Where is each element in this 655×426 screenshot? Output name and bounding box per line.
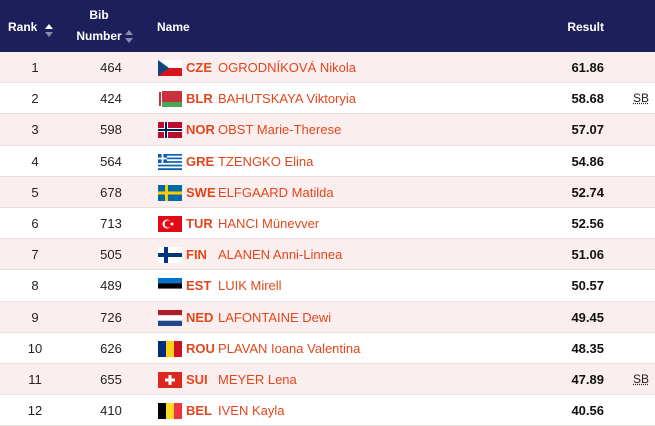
result-row: 4 564 GRE TZENGKO Elina 54.86 bbox=[0, 146, 655, 177]
bib: 598 bbox=[100, 122, 122, 138]
rank-header[interactable]: Rank bbox=[8, 20, 38, 34]
country: TUR bbox=[186, 216, 213, 231]
bib: 424 bbox=[100, 91, 122, 107]
rank: 7 bbox=[31, 247, 39, 263]
result: 52.74 bbox=[571, 184, 604, 200]
bib-header[interactable]: Bib bbox=[89, 8, 109, 22]
rank: 1 bbox=[31, 60, 39, 75]
bib: 626 bbox=[100, 340, 122, 356]
rank: 9 bbox=[31, 309, 39, 325]
name[interactable]: TZENGKO Elina bbox=[218, 153, 314, 169]
name[interactable]: ALANEN Anni-Linnea bbox=[218, 247, 343, 263]
result: 57.07 bbox=[571, 122, 604, 138]
bib: 678 bbox=[100, 184, 122, 200]
flag-icon bbox=[158, 60, 182, 76]
result: 61.86 bbox=[571, 60, 604, 75]
result: 40.56 bbox=[571, 403, 604, 419]
rank: 8 bbox=[31, 278, 39, 294]
country: NED bbox=[186, 309, 214, 325]
result: 51.06 bbox=[571, 247, 604, 263]
rank: 10 bbox=[27, 340, 43, 356]
result: 47.89 bbox=[571, 372, 604, 387]
rank: 3 bbox=[31, 122, 39, 138]
bib: 564 bbox=[100, 153, 122, 169]
country: BLR bbox=[186, 91, 213, 107]
flag-icon bbox=[158, 340, 182, 357]
note: SB bbox=[633, 372, 650, 386]
country: NOR bbox=[186, 122, 215, 138]
result-row: 9 726 NED LAFONTAINE Dewi 49.45 bbox=[0, 301, 655, 333]
note: SB bbox=[633, 91, 650, 106]
name[interactable]: PLAVAN Ioana Valentina bbox=[218, 340, 361, 356]
rank: 5 bbox=[31, 184, 39, 200]
result: 48.35 bbox=[571, 340, 604, 356]
result: 52.56 bbox=[571, 216, 604, 231]
flag-icon bbox=[158, 91, 182, 108]
bib: 726 bbox=[100, 309, 122, 325]
name[interactable]: HANCI Münevver bbox=[218, 216, 320, 231]
result: 49.45 bbox=[571, 309, 604, 325]
result-row: 1 464 CZE OGRODNÍKOVÁ Nikola 61.86 bbox=[0, 52, 655, 84]
flag-icon bbox=[158, 278, 182, 295]
result: 50.57 bbox=[571, 278, 604, 294]
bib: 464 bbox=[100, 60, 122, 75]
bib: 505 bbox=[100, 247, 122, 263]
country: SWE bbox=[186, 184, 216, 200]
bib: 655 bbox=[100, 372, 122, 387]
result-row: 8 489 EST LUIK Mirell 50.57 bbox=[0, 270, 655, 302]
name[interactable]: LUIK Mirell bbox=[218, 278, 282, 294]
name-header: Name bbox=[157, 20, 190, 34]
sort-icon[interactable] bbox=[44, 24, 54, 38]
name[interactable]: MEYER Lena bbox=[218, 372, 297, 387]
flag-icon bbox=[158, 184, 182, 201]
flag-icon bbox=[158, 372, 182, 388]
name[interactable]: ELFGAARD Matilda bbox=[218, 184, 334, 200]
name[interactable]: LAFONTAINE Dewi bbox=[218, 309, 332, 325]
bib: 410 bbox=[100, 403, 122, 419]
country: EST bbox=[186, 278, 212, 294]
rank: 2 bbox=[31, 91, 39, 107]
flag-icon bbox=[158, 122, 182, 139]
result-row: 3 598 NOR OBST Marie-Therese 57.07 bbox=[0, 114, 655, 146]
rank: 6 bbox=[31, 216, 39, 231]
flag-icon bbox=[158, 153, 182, 170]
result-row: 7 505 FIN ALANEN Anni-Linnea 51.06 bbox=[0, 239, 655, 271]
name[interactable]: OBST Marie-Therese bbox=[218, 122, 342, 138]
country: GRE bbox=[186, 153, 215, 169]
flag-icon bbox=[158, 309, 182, 326]
result-header: Result bbox=[567, 20, 604, 34]
country: CZE bbox=[186, 60, 212, 75]
rank: 4 bbox=[31, 153, 39, 169]
flag-icon bbox=[158, 216, 182, 232]
flag-icon bbox=[158, 247, 182, 264]
result-row: 12 410 BEL IVEN Kayla 40.56 bbox=[0, 395, 655, 426]
result-row: 2 424 BLR BAHUTSKAYA Viktoryia 58.68 SB bbox=[0, 83, 655, 115]
result: 58.68 bbox=[571, 91, 604, 107]
name[interactable]: OGRODNÍKOVÁ Nikola bbox=[218, 60, 356, 75]
table-header: Rank Bib Number Name Result bbox=[0, 0, 655, 52]
rank: 11 bbox=[28, 372, 42, 387]
result-row: 11 655 SUI MEYER Lena 47.89 SB bbox=[0, 364, 655, 396]
sort-icon[interactable] bbox=[124, 30, 134, 44]
bib-header[interactable]: Number bbox=[76, 29, 122, 43]
country: SUI bbox=[186, 372, 208, 387]
name[interactable]: IVEN Kayla bbox=[218, 403, 285, 419]
result-row: 6 713 TUR HANCI Münevver 52.56 bbox=[0, 208, 655, 240]
country: FIN bbox=[186, 247, 207, 263]
country: BEL bbox=[186, 403, 212, 419]
country: ROU bbox=[186, 340, 215, 356]
rank: 12 bbox=[27, 403, 43, 419]
result-row: 10 626 ROU PLAVAN Ioana Valentina 48.35 bbox=[0, 333, 655, 364]
name[interactable]: BAHUTSKAYA Viktoryia bbox=[218, 91, 356, 107]
bib: 713 bbox=[100, 216, 122, 231]
result-row: 5 678 SWE ELFGAARD Matilda 52.74 bbox=[0, 176, 655, 208]
bib: 489 bbox=[100, 278, 122, 294]
flag-icon bbox=[158, 403, 182, 420]
result: 54.86 bbox=[571, 153, 604, 169]
